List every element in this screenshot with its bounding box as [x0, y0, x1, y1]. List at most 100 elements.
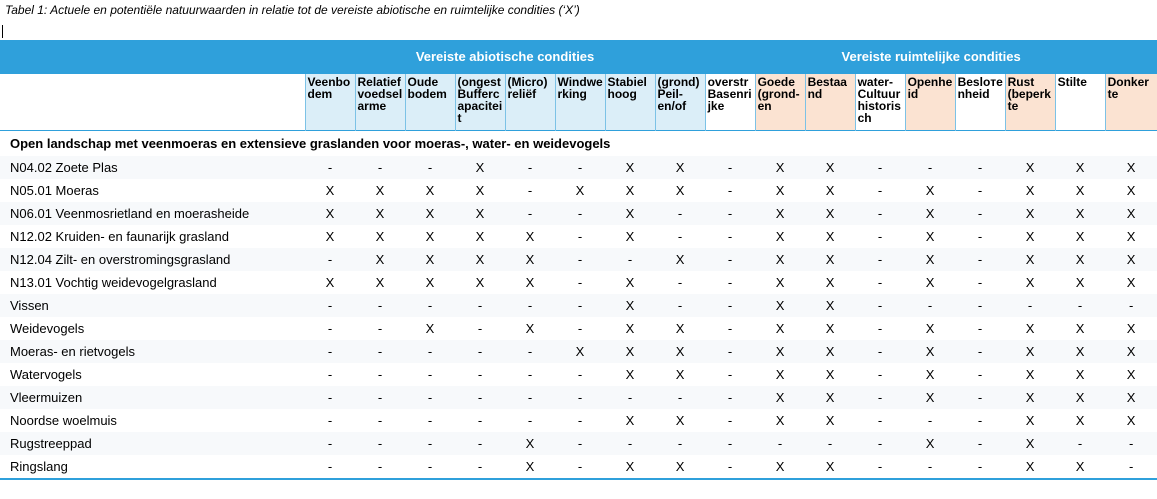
table-cell: X [1126, 321, 1136, 336]
table-cell: - [855, 455, 906, 480]
table-cell: - [1105, 294, 1157, 317]
table-cell: - [405, 455, 455, 480]
table-cell: X [825, 275, 835, 290]
table-cell: X [905, 202, 956, 225]
table-cell: - [577, 367, 583, 382]
table-cell: - [855, 432, 906, 455]
table-cell: - [855, 248, 906, 271]
table-cell: - [577, 321, 583, 336]
table-cell: X [805, 455, 856, 480]
table-cell: - [1105, 432, 1157, 455]
table-cell: X [1126, 413, 1136, 428]
table-cell: X [925, 229, 935, 244]
table-cell: X [605, 455, 655, 480]
table-cell: X [1025, 275, 1035, 290]
table-cell: - [955, 386, 1006, 409]
table-cell: - [955, 248, 1006, 271]
table-cell: - [605, 248, 655, 271]
table-cell: X [1005, 156, 1056, 179]
table-cell: X [825, 229, 835, 244]
section-title: Open landschap met veenmoeras en extensi… [0, 130, 1157, 156]
row-name: N12.02 Kruiden- en faunarijk grasland [10, 229, 229, 244]
table-cell: - [305, 432, 355, 455]
table-cell: - [727, 321, 733, 336]
condition-header-blank [0, 72, 305, 131]
table-cell: - [705, 340, 756, 363]
table-cell: - [905, 156, 956, 179]
condition-header: Stabiel hoog [604, 72, 655, 131]
condition-header: Bestaa nd [804, 72, 856, 131]
table-cell: - [705, 294, 756, 317]
table-cell: X [825, 367, 835, 382]
row-name: Ringslang [0, 455, 305, 480]
row-name: Weidevogels [10, 321, 85, 336]
table-cell: X [625, 413, 635, 428]
table-row: Weidevogels - - X - X - X X - X X - X - X X X [0, 317, 1157, 340]
row-name: Vleermuizen [0, 386, 305, 409]
table-cell: - [355, 294, 405, 317]
table-row: Vissen - - - - - - X - - X X - - - - - - [0, 294, 1157, 317]
table-cell: X [625, 229, 635, 244]
table-cell: - [705, 432, 756, 455]
table-cell: X [755, 248, 806, 271]
table-cell: X [455, 156, 505, 179]
table-cell: - [955, 340, 1006, 363]
table-cell: X [675, 321, 685, 336]
table-cell: X [825, 321, 835, 336]
table-cell: - [705, 248, 756, 271]
table-cell: - [377, 413, 383, 428]
condition-header-row: Veenbo dem Relatief voedsel arme Oude bodem (on… [0, 72, 1157, 131]
table-cell: - [305, 156, 355, 179]
table-cell: - [877, 367, 883, 382]
table-cell: - [955, 455, 1006, 480]
table-cell: - [555, 386, 605, 409]
table-cell: X [555, 340, 605, 363]
table-cell: X [1055, 455, 1106, 480]
table-cell: X [675, 183, 685, 198]
table-cell: X [925, 183, 935, 198]
table-cell: X [755, 455, 806, 480]
table-cell: X [305, 202, 355, 225]
table-cell: X [525, 229, 535, 244]
table-cell: - [655, 432, 706, 455]
table-cell: X [775, 183, 785, 198]
table-row: Vleermuizen - - - - - - - - - X X - X - X X X [0, 386, 1157, 409]
table-cell: X [1055, 248, 1106, 271]
table-cell: - [605, 432, 655, 455]
table-cell: X [605, 340, 655, 363]
table-cell: - [405, 386, 455, 409]
condition-header: Windwe rking [554, 72, 605, 131]
table-cell: X [1126, 275, 1136, 290]
table-cell: - [327, 367, 333, 382]
table-cell: - [705, 156, 756, 179]
table-cell: X [1075, 229, 1085, 244]
table-cell: - [455, 386, 505, 409]
table-cell: - [577, 275, 583, 290]
condition-header: Veenbo dem [304, 72, 355, 131]
table-cell: X [805, 248, 856, 271]
table-cell: X [775, 413, 785, 428]
table-cell: X [1005, 340, 1056, 363]
table-row: N06.01 Veenmosrietland en moerasheide X X X… [0, 202, 1157, 225]
table-cell: X [755, 340, 806, 363]
table-cell: - [505, 156, 555, 179]
group-header-blank [0, 40, 305, 73]
table-cell: - [377, 321, 383, 336]
table-cell: - [377, 367, 383, 382]
table-cell: - [327, 413, 333, 428]
table-cell: - [1005, 294, 1056, 317]
table-cell: X [775, 321, 785, 336]
row-name: Watervogels [10, 367, 82, 382]
table-cell: - [555, 432, 605, 455]
row-name: N06.01 Veenmosrietland en moerasheide [0, 202, 305, 225]
table-cell: - [577, 229, 583, 244]
table-cell: X [455, 202, 505, 225]
table-cell: X [575, 183, 585, 198]
table-cell: X [675, 367, 685, 382]
table-cell: X [655, 455, 706, 480]
table-cell: X [505, 432, 555, 455]
table-cell: - [355, 386, 405, 409]
table-cell: - [455, 294, 505, 317]
table-cell: - [655, 294, 706, 317]
table-cell: X [805, 156, 856, 179]
